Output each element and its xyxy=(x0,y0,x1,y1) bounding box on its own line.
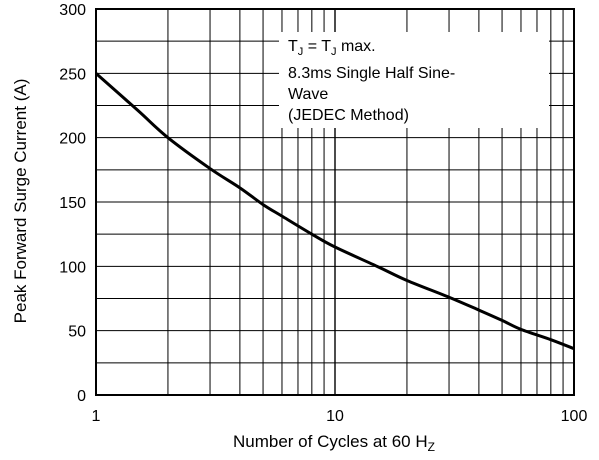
annotation-line-2: 8.3ms Single Half Sine- xyxy=(288,65,455,82)
annotation-box: TJ = TJ max. 8.3ms Single Half Sine- Wav… xyxy=(279,32,549,128)
y-axis-title: Peak Forward Surge Current (A) xyxy=(11,79,30,324)
annotation-line-3: Wave xyxy=(288,86,328,103)
annotation-line-1: TJ = TJ max. xyxy=(288,38,376,58)
annotation-line-4: (JEDEC Method) xyxy=(288,107,409,124)
series-layer xyxy=(95,72,575,351)
y-tick-label: 200 xyxy=(59,131,86,148)
tick-labels: 0 50 100 150 200 250 300 1 10 100 xyxy=(59,2,587,425)
x-axis-title: Number of Cycles at 60 HZ xyxy=(233,432,435,454)
y-tick-label: 50 xyxy=(68,324,86,341)
plot-frame xyxy=(95,8,575,396)
annotation-background xyxy=(279,32,549,128)
y-tick-label: 150 xyxy=(59,195,86,212)
x-tick-label: 100 xyxy=(561,408,588,425)
y-tick-label: 300 xyxy=(59,2,86,19)
y-tick-label: 100 xyxy=(59,259,86,276)
y-tick-label: 250 xyxy=(59,66,86,83)
x-tick-label: 10 xyxy=(326,408,344,425)
x-tick-label: 1 xyxy=(92,408,101,425)
y-tick-label: 0 xyxy=(77,388,86,405)
series-line xyxy=(95,72,575,351)
